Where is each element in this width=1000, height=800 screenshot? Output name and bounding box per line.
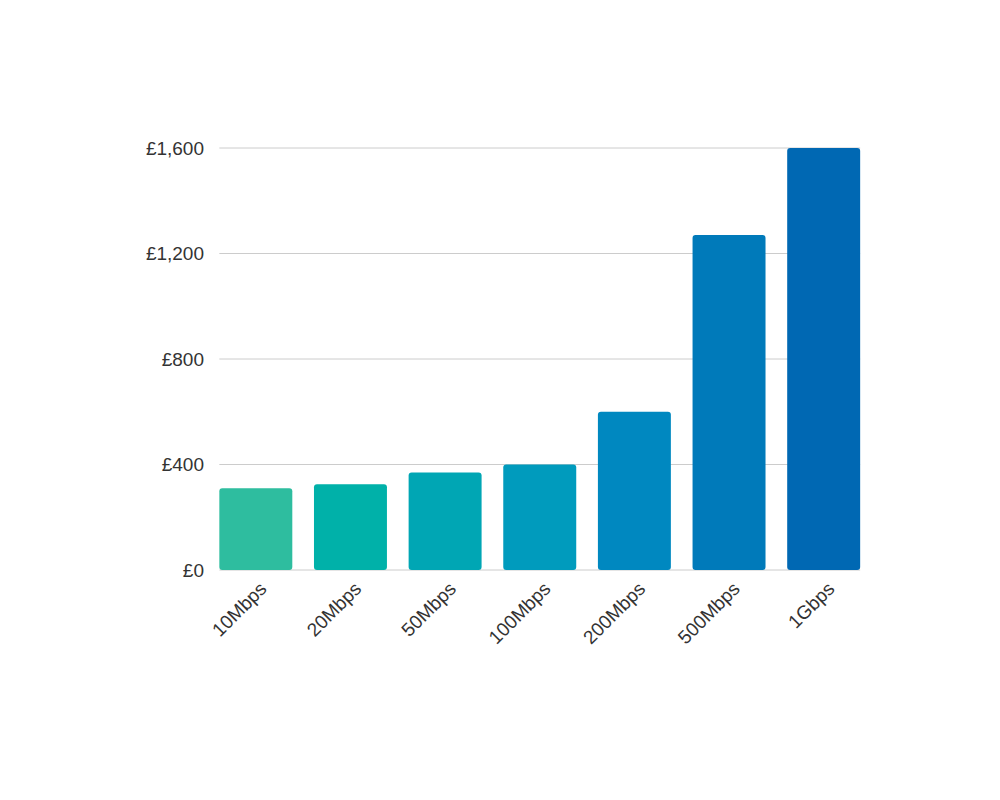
y-tick-label: £1,600 (146, 138, 204, 159)
x-tick-label: 50Mbps (397, 578, 460, 641)
bars (219, 148, 860, 570)
bar (314, 484, 387, 570)
y-tick-label: £400 (162, 454, 204, 475)
y-tick-label: £0 (183, 560, 204, 581)
bar (409, 472, 482, 570)
bar (598, 412, 671, 570)
x-tick-label: 500Mbps (674, 578, 744, 648)
y-tick-label: £800 (162, 349, 204, 370)
grid-line (219, 148, 860, 149)
bar (693, 235, 766, 570)
x-tick-label: 20Mbps (303, 578, 366, 641)
bar (503, 465, 576, 571)
y-tick-label: £1,200 (146, 243, 204, 264)
x-tick-label: 100Mbps (484, 578, 554, 648)
chart: £0 £400 £800 £1,200 £1,600 10Mbps 20Mbps 50Mbps… (0, 0, 1000, 800)
bar (219, 488, 292, 570)
bar (787, 148, 860, 570)
x-tick-label: 10Mbps (208, 578, 271, 641)
x-tick-label: 1Gbps (784, 578, 838, 632)
x-tick-label: 200Mbps (579, 578, 649, 648)
grid (219, 148, 860, 570)
